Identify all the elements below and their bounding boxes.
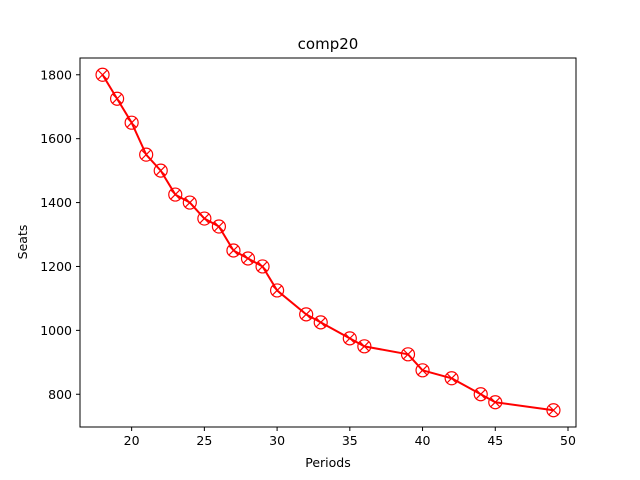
x-tick-label: 20 (124, 433, 140, 448)
y-tick-label: 1600 (40, 131, 72, 146)
data-point (124, 115, 139, 130)
data-point (488, 395, 503, 410)
data-point (342, 331, 357, 346)
x-axis-label: Periods (305, 455, 351, 470)
plot-area: 20 25 30 35 40 45 50 800 1000 1200 1400 1600 1800 (40, 67, 576, 448)
x-tick-label: 30 (269, 433, 285, 448)
y-tick-label: 1000 (40, 323, 72, 338)
x-tick-label: 25 (196, 433, 212, 448)
data-point (139, 147, 154, 162)
y-tick-label: 800 (48, 387, 72, 402)
y-tick-label: 1200 (40, 259, 72, 274)
data-point (95, 67, 110, 82)
data-point (400, 347, 416, 362)
data-point (197, 211, 212, 226)
x-tick-label: 35 (342, 433, 358, 448)
x-tick-label: 50 (560, 433, 576, 448)
data-point (240, 251, 256, 266)
data-point (226, 243, 241, 258)
data-point (313, 315, 328, 330)
data-point (473, 387, 488, 402)
x-tick-label: 45 (487, 433, 503, 448)
data-point (415, 363, 430, 378)
plot-frame (79, 57, 577, 428)
data-point (211, 219, 227, 234)
y-tick-label: 1800 (40, 67, 72, 82)
data-point (269, 283, 285, 298)
chart-title: comp20 (298, 35, 359, 53)
data-point (182, 195, 197, 210)
data-point (357, 339, 372, 354)
x-tick-label: 40 (415, 433, 431, 448)
y-axis-label: Seats (15, 225, 30, 260)
y-tick-label: 1400 (40, 195, 72, 210)
data-point (153, 163, 168, 178)
data-point (168, 187, 183, 202)
data-point (299, 307, 314, 322)
data-point (255, 259, 270, 274)
data-point (444, 371, 459, 386)
data-point (109, 91, 125, 106)
data-point (546, 403, 561, 418)
